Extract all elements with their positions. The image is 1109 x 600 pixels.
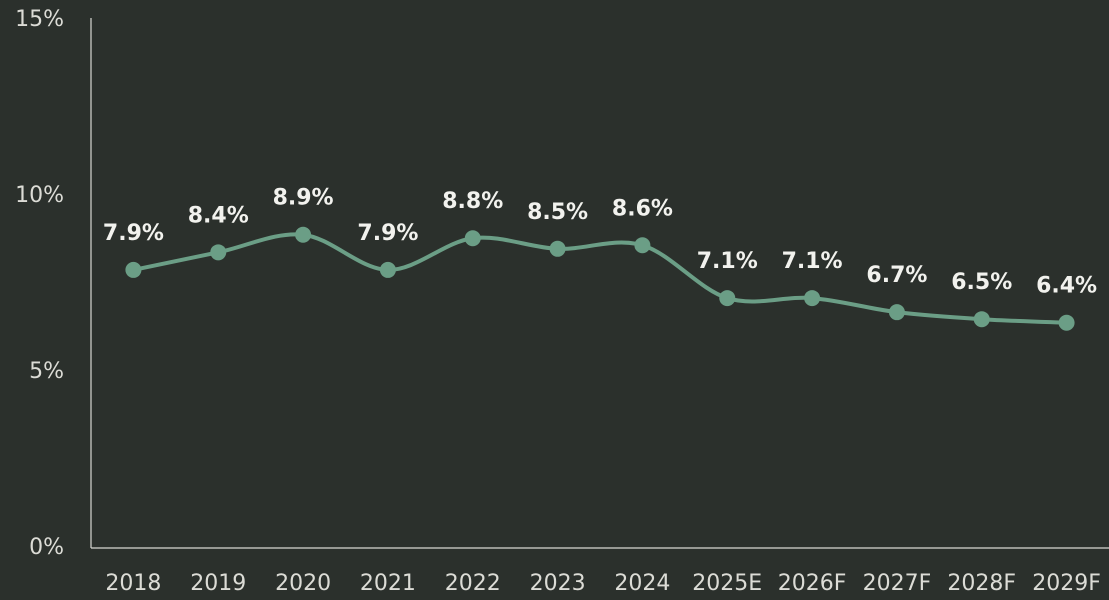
point	[549, 240, 566, 257]
point	[379, 261, 396, 278]
point	[634, 237, 651, 254]
y-tick-label: 5%	[29, 359, 64, 384]
y-tick-label: 0%	[29, 535, 64, 560]
value-label: 7.1%	[697, 249, 758, 274]
value-label: 8.9%	[273, 186, 334, 211]
point	[125, 261, 142, 278]
x-tick-label: 2019	[190, 571, 246, 596]
value-label: 6.4%	[1036, 274, 1097, 299]
x-tick-label: 2028F	[947, 571, 1016, 596]
x-tick-label: 2029F	[1032, 571, 1101, 596]
x-tick-label: 2018	[105, 571, 161, 596]
value-label: 8.6%	[612, 196, 673, 221]
x-tick-label: 2025E	[692, 571, 762, 596]
x-tick-label: 2020	[275, 571, 331, 596]
value-label: 7.9%	[103, 221, 164, 246]
value-label: 6.5%	[951, 270, 1012, 295]
y-tick-label: 10%	[15, 183, 64, 208]
x-tick-label: 2027F	[863, 571, 932, 596]
value-label: 7.9%	[357, 221, 418, 246]
x-tick-label: 2022	[445, 571, 501, 596]
x-tick-label: 2023	[530, 571, 586, 596]
point	[464, 230, 481, 247]
point	[295, 226, 312, 243]
point	[888, 304, 905, 321]
y-tick-label: 15%	[15, 7, 64, 32]
value-label: 8.4%	[188, 203, 249, 228]
value-label: 8.8%	[442, 189, 503, 214]
x-tick-label: 2026F	[778, 571, 847, 596]
point	[1058, 314, 1075, 331]
x-tick-label: 2021	[360, 571, 416, 596]
value-label: 6.7%	[866, 263, 927, 288]
x-tick-label: 2024	[614, 571, 670, 596]
point	[210, 244, 227, 261]
point	[804, 290, 821, 307]
point	[973, 311, 990, 328]
value-label: 7.1%	[782, 249, 843, 274]
point	[719, 290, 736, 307]
value-label: 8.5%	[527, 200, 588, 225]
